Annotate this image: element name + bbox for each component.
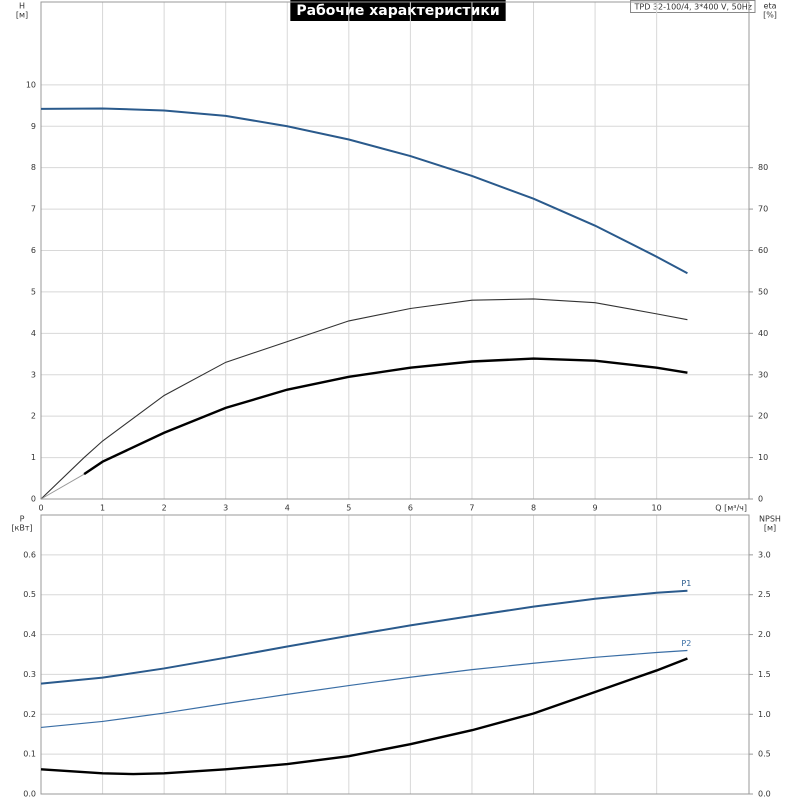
series-line [40,649,688,729]
y-tick-label: 2 [31,412,36,421]
y2-tick-label: 0.0 [758,790,771,799]
y-tick-label: 0.1 [23,750,36,759]
y2-axis-label: NPSH [759,515,781,524]
y-tick-label: 0.2 [23,710,36,719]
y-tick-label: 5 [31,287,36,296]
y-axis-label: P [20,515,25,524]
y-tick-label: 4 [31,329,36,338]
model-label: TPD 32-100/4, 3*400 V, 50Hz [634,3,752,12]
y2-tick-label: 50 [758,287,768,296]
series-label: P2 [681,639,691,648]
y-tick-label: 6 [31,246,36,255]
x-axis-label: Q [м³/ч] [715,504,747,513]
y-tick-label: 10 [26,80,36,89]
y2-tick-label: 1.5 [758,670,771,679]
y-tick-label: 8 [31,163,36,172]
y-axis-label: H [19,2,25,11]
y-tick-label: 1 [31,453,36,462]
x-tick-label: 3 [223,504,228,513]
y2-tick-label: 20 [758,412,768,421]
series-line [40,298,688,500]
y-tick-label: 0.4 [23,630,36,639]
y-tick-label: 3 [31,370,36,379]
series-line [40,589,688,685]
y2-axis-label: eta [764,2,777,11]
plot-frame [40,1,750,500]
model-box [630,0,756,13]
series-line [83,357,688,476]
x-tick-label: 4 [285,504,290,513]
y-tick-label: 0.5 [23,590,36,599]
y2-tick-label: 40 [758,329,768,338]
series-line [40,473,85,500]
y-tick-label: 9 [31,122,36,131]
y2-tick-label: 1.0 [758,710,771,719]
y2-tick-label: 3.0 [758,550,771,559]
y2-tick-label: 60 [758,246,768,255]
y-tick-label: 0.6 [23,550,36,559]
plot-frame [40,514,750,795]
y2-axis-unit: [м] [764,524,776,533]
x-tick-label: 7 [469,504,474,513]
y-tick-label: 0 [31,495,36,504]
y-axis-unit: [м] [16,11,28,20]
y2-tick-label: 10 [758,453,768,462]
y2-tick-label: 0 [758,495,763,504]
chart-title: Рабочие характеристики [296,3,499,19]
x-tick-label: 2 [162,504,167,513]
series-line [40,657,688,776]
y-tick-label: 0.3 [23,670,36,679]
x-tick-label: 0 [38,504,43,513]
y2-axis-unit: [%] [763,11,777,20]
y2-tick-label: 2.5 [758,590,771,599]
x-tick-label: 8 [531,504,536,513]
x-tick-label: 6 [408,504,413,513]
y-axis-unit: [кВт] [11,524,32,533]
y2-tick-label: 2.0 [758,630,771,639]
x-tick-label: 10 [652,504,662,513]
y-tick-label: 7 [31,205,36,214]
y2-tick-label: 0.5 [758,750,771,759]
y2-tick-label: 70 [758,205,768,214]
y-tick-label: 0.0 [23,790,36,799]
title-background [290,0,506,21]
series-line [40,107,688,275]
x-tick-label: 1 [100,504,105,513]
series-label: P1 [681,579,691,588]
x-tick-label: 5 [346,504,351,513]
y2-tick-label: 80 [758,163,768,172]
x-tick-label: 9 [593,504,598,513]
y2-tick-label: 30 [758,370,768,379]
